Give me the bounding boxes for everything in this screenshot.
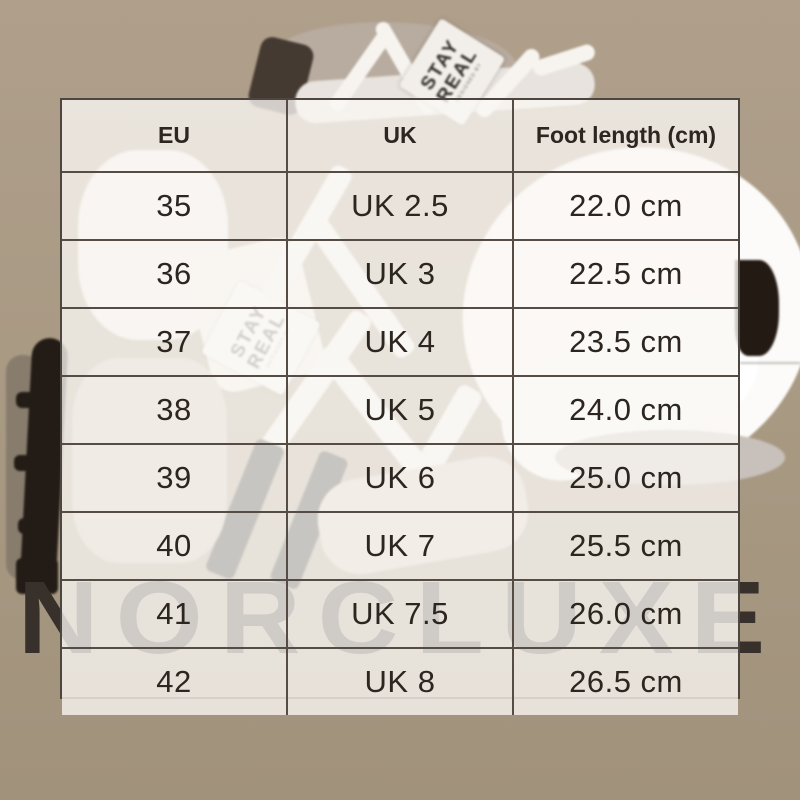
table-cell-eu: 39 [62, 445, 286, 511]
table-cell-eu: 36 [62, 241, 286, 307]
table-cell-eu: 37 [62, 309, 286, 375]
column-header-uk: UK [286, 100, 512, 171]
column-header-eu: EU [62, 100, 286, 171]
shoe-heel-right-edge [735, 260, 779, 356]
table-cell-eu: 41 [62, 581, 286, 647]
table-cell-uk: UK 7 [286, 513, 512, 579]
sole-lug [18, 518, 38, 534]
table-cell-uk: UK 3 [286, 241, 512, 307]
table-cell-foot-length: 22.5 cm [512, 241, 738, 307]
table-cell-uk: UK 4 [286, 309, 512, 375]
table-row: 42 UK 8 26.5 cm [62, 647, 738, 715]
sole-lug [16, 558, 58, 594]
table-cell-uk: UK 8 [286, 649, 512, 715]
table-cell-eu: 38 [62, 377, 286, 443]
table-cell-foot-length: 25.0 cm [512, 445, 738, 511]
table-row: 40 UK 7 25.5 cm [62, 511, 738, 579]
table-cell-eu: 42 [62, 649, 286, 715]
table-row: 38 UK 5 24.0 cm [62, 375, 738, 443]
table-cell-foot-length: 25.5 cm [512, 513, 738, 579]
background-seam-line [740, 362, 800, 364]
table-row: 36 UK 3 22.5 cm [62, 239, 738, 307]
column-header-foot-length: Foot length (cm) [512, 100, 738, 171]
table-cell-foot-length: 24.0 cm [512, 377, 738, 443]
sole-lug [16, 392, 36, 408]
table-row: 41 UK 7.5 26.0 cm [62, 579, 738, 647]
table-row: 35 UK 2.5 22.0 cm [62, 171, 738, 239]
table-cell-eu: 35 [62, 173, 286, 239]
table-cell-uk: UK 7.5 [286, 581, 512, 647]
table-cell-uk: UK 5 [286, 377, 512, 443]
table-cell-uk: UK 6 [286, 445, 512, 511]
table-row: 37 UK 4 23.5 cm [62, 307, 738, 375]
table-header-row: EU UK Foot length (cm) [62, 100, 738, 171]
table-cell-uk: UK 2.5 [286, 173, 512, 239]
table-cell-foot-length: 22.0 cm [512, 173, 738, 239]
table-cell-foot-length: 26.0 cm [512, 581, 738, 647]
sole-lug [14, 455, 34, 471]
table-row: 39 UK 6 25.0 cm [62, 443, 738, 511]
table-cell-foot-length: 23.5 cm [512, 309, 738, 375]
table-cell-foot-length: 26.5 cm [512, 649, 738, 715]
table-cell-eu: 40 [62, 513, 286, 579]
size-chart-table: EU UK Foot length (cm) 35 UK 2.5 22.0 cm… [60, 98, 740, 715]
